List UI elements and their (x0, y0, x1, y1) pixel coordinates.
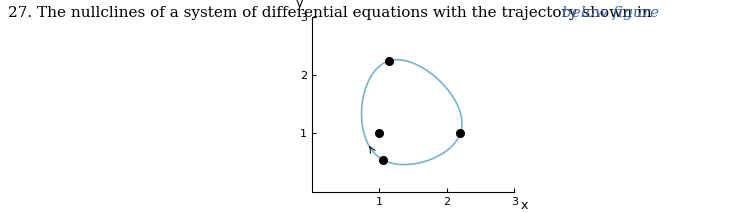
Text: 27. The nullclines of a system of differential equations with the trajectory sho: 27. The nullclines of a system of differ… (8, 6, 656, 20)
X-axis label: x: x (521, 199, 528, 212)
Text: below figure: below figure (562, 6, 659, 20)
Y-axis label: y: y (296, 0, 303, 10)
